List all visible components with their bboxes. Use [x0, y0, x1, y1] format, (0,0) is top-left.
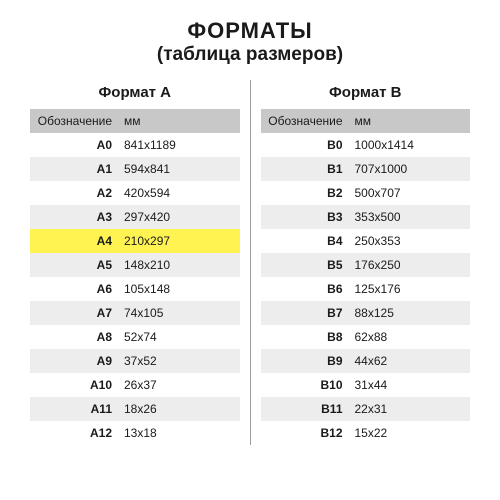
column-b-header-row: Обозначение мм [261, 109, 471, 133]
row-label: A8 [30, 330, 122, 344]
row-label: A11 [30, 402, 122, 416]
table-row: B3353x500 [261, 205, 471, 229]
row-label: B6 [261, 282, 353, 296]
row-label: A12 [30, 426, 122, 440]
table-row: B1707x1000 [261, 157, 471, 181]
column-a-header-row: Обозначение мм [30, 109, 240, 133]
table-row: A937x52 [30, 349, 240, 373]
row-value: 31x44 [353, 378, 471, 392]
table-row: B6125x176 [261, 277, 471, 301]
row-value: 15x22 [353, 426, 471, 440]
table-row: B5176x250 [261, 253, 471, 277]
row-label: A2 [30, 186, 122, 200]
table-row: B01000x1414 [261, 133, 471, 157]
row-label: B8 [261, 330, 353, 344]
column-format-b: Формат B Обозначение мм B01000x1414B1707… [251, 80, 471, 445]
header-designation: Обозначение [261, 114, 353, 128]
row-value: 74x105 [122, 306, 240, 320]
row-value: 148x210 [122, 258, 240, 272]
row-label: B3 [261, 210, 353, 224]
table-row: B1122x31 [261, 397, 471, 421]
table-row: A1213x18 [30, 421, 240, 445]
row-value: 210x297 [122, 234, 240, 248]
page-title-sub: (таблица размеров) [157, 44, 343, 66]
header-mm: мм [353, 114, 471, 128]
tables-wrap: Формат A Обозначение мм A0841x1189A1594x… [30, 80, 470, 445]
row-value: 841x1189 [122, 138, 240, 152]
table-row: B1215x22 [261, 421, 471, 445]
row-label: A7 [30, 306, 122, 320]
table-row: B788x125 [261, 301, 471, 325]
row-value: 500x707 [353, 186, 471, 200]
row-value: 37x52 [122, 354, 240, 368]
table-row: A2420x594 [30, 181, 240, 205]
row-label: A0 [30, 138, 122, 152]
header-designation: Обозначение [30, 114, 122, 128]
row-label: B2 [261, 186, 353, 200]
table-row: A0841x1189 [30, 133, 240, 157]
row-value: 18x26 [122, 402, 240, 416]
row-label: A10 [30, 378, 122, 392]
row-label: A4 [30, 234, 122, 248]
row-label: B11 [261, 402, 353, 416]
table-row: A6105x148 [30, 277, 240, 301]
table-row: B4250x353 [261, 229, 471, 253]
table-row: B944x62 [261, 349, 471, 373]
row-value: 297x420 [122, 210, 240, 224]
row-label: B5 [261, 258, 353, 272]
column-b-body: B01000x1414B1707x1000B2500x707B3353x500B… [261, 133, 471, 445]
row-label: B7 [261, 306, 353, 320]
row-label: A5 [30, 258, 122, 272]
table-row: A1026x37 [30, 373, 240, 397]
row-label: B4 [261, 234, 353, 248]
row-value: 62x88 [353, 330, 471, 344]
column-a-body: A0841x1189A1594x841A2420x594A3297x420A42… [30, 133, 240, 445]
table-row: B1031x44 [261, 373, 471, 397]
row-value: 13x18 [122, 426, 240, 440]
row-value: 44x62 [353, 354, 471, 368]
row-value: 22x31 [353, 402, 471, 416]
table-row: A3297x420 [30, 205, 240, 229]
table-row: A5148x210 [30, 253, 240, 277]
row-value: 52x74 [122, 330, 240, 344]
title-block: ФОРМАТЫ (таблица размеров) [157, 18, 343, 66]
table-row: B862x88 [261, 325, 471, 349]
table-row: A1594x841 [30, 157, 240, 181]
column-format-a: Формат A Обозначение мм A0841x1189A1594x… [30, 80, 251, 445]
table-row: A1118x26 [30, 397, 240, 421]
table-row: A852x74 [30, 325, 240, 349]
table-row: B2500x707 [261, 181, 471, 205]
row-value: 707x1000 [353, 162, 471, 176]
header-mm: мм [122, 114, 240, 128]
column-a-title: Формат A [30, 80, 240, 109]
row-value: 105x148 [122, 282, 240, 296]
row-label: A9 [30, 354, 122, 368]
row-value: 125x176 [353, 282, 471, 296]
page-title-main: ФОРМАТЫ [157, 18, 343, 44]
row-label: B12 [261, 426, 353, 440]
row-value: 353x500 [353, 210, 471, 224]
row-value: 420x594 [122, 186, 240, 200]
row-label: A1 [30, 162, 122, 176]
row-value: 594x841 [122, 162, 240, 176]
column-b-title: Формат B [261, 80, 471, 109]
row-label: B9 [261, 354, 353, 368]
row-label: B0 [261, 138, 353, 152]
row-value: 88x125 [353, 306, 471, 320]
row-label: B1 [261, 162, 353, 176]
table-row: A4210x297 [30, 229, 240, 253]
row-label: A6 [30, 282, 122, 296]
row-label: A3 [30, 210, 122, 224]
row-value: 1000x1414 [353, 138, 471, 152]
row-value: 176x250 [353, 258, 471, 272]
row-value: 250x353 [353, 234, 471, 248]
table-row: A774x105 [30, 301, 240, 325]
row-value: 26x37 [122, 378, 240, 392]
row-label: B10 [261, 378, 353, 392]
